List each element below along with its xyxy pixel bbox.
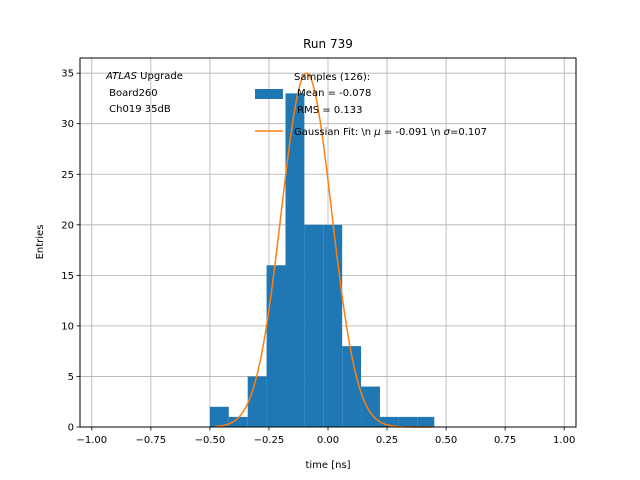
histogram-bar <box>379 416 399 427</box>
gaussian-fit-line <box>214 72 432 428</box>
histogram-bar <box>285 93 305 428</box>
histogram-bar <box>323 224 343 427</box>
histogram-bar <box>417 416 435 427</box>
histogram-bar <box>228 416 248 427</box>
chart-title: Run 739 <box>303 37 353 51</box>
legend-fit-sigma: σ <box>444 127 451 138</box>
x-tick-label: 0.75 <box>494 435 516 446</box>
x-tick-label: 1.00 <box>553 435 575 446</box>
y-tick-label: 15 <box>61 271 74 282</box>
legend-fit-text: Gaussian Fit: \n μ = -0.091 \n σ=0.107 <box>294 127 487 138</box>
y-axis-ticks: 0 5 10 15 20 25 30 35 <box>61 69 80 434</box>
x-tick-label: 0.25 <box>376 435 398 446</box>
y-tick-label: 35 <box>61 69 74 80</box>
atlas-annotation: ATLAS Upgrade Board260 Ch019 35dB <box>105 71 183 115</box>
histogram-bar <box>398 416 418 427</box>
x-tick-label: −0.75 <box>136 435 167 446</box>
y-tick-label: 10 <box>61 321 74 332</box>
legend-fit-suffix: =0.107 <box>450 127 487 138</box>
x-tick-label: −1.00 <box>76 435 107 446</box>
y-axis-label: Entries <box>35 225 46 260</box>
histogram-bar <box>361 386 380 427</box>
x-tick-label: −0.50 <box>195 435 226 446</box>
y-tick-label: 25 <box>61 170 74 181</box>
legend-samples-line-1: Samples (126): <box>294 72 370 83</box>
histogram-bar <box>266 265 286 427</box>
annotation-line-1: ATLAS Upgrade <box>105 71 183 82</box>
legend-samples-line-2: Mean = -0.078 <box>294 88 371 99</box>
x-tick-label: 0.50 <box>435 435 457 446</box>
x-tick-label: 0.00 <box>317 435 339 446</box>
legend-histogram-swatch <box>255 89 283 99</box>
histogram-bars <box>209 93 435 428</box>
y-tick-label: 5 <box>68 372 74 383</box>
x-axis-ticks: −1.00 −0.75 −0.50 −0.25 0.00 0.25 0.50 0.75 1.00 <box>76 427 575 446</box>
x-tick-label: −0.25 <box>254 435 285 446</box>
annotation-atlas: ATLAS <box>105 71 138 82</box>
legend: Samples (126): Mean = -0.078 RMS = 0.133… <box>255 72 487 138</box>
gaussian-fit-curve <box>214 72 432 428</box>
x-axis-label: time [ns] <box>305 460 350 471</box>
histogram-bar <box>209 406 229 427</box>
annotation-line-3: Ch019 35dB <box>106 104 171 115</box>
annotation-line-2: Board260 <box>106 88 158 99</box>
y-tick-label: 30 <box>61 119 74 130</box>
annotation-upgrade: Upgrade <box>137 71 183 82</box>
histogram-bar <box>247 376 267 427</box>
histogram-bar <box>304 224 324 427</box>
legend-fit-prefix: Gaussian Fit: \n <box>294 127 374 138</box>
histogram-bar <box>342 346 362 427</box>
y-tick-label: 20 <box>61 220 74 231</box>
legend-fit-mid: = -0.091 \n <box>381 127 444 138</box>
y-tick-label: 0 <box>68 423 74 434</box>
legend-samples-line-3: RMS = 0.133 <box>294 105 362 116</box>
legend-fit-mu: μ <box>373 127 380 138</box>
